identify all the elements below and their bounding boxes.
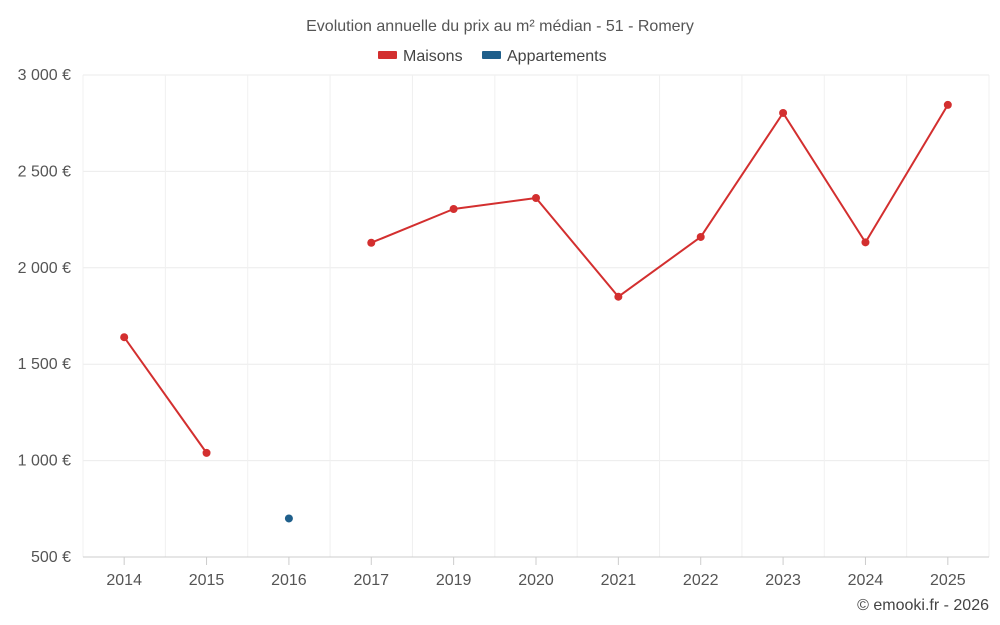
x-tick-label: 2023 <box>765 572 801 589</box>
data-point-maisons[interactable] <box>614 292 623 301</box>
y-tick-label: 3 000 € <box>18 67 71 84</box>
x-tick-label: 2022 <box>683 572 719 589</box>
legend-label-maisons: Maisons <box>403 48 463 65</box>
data-point-maisons[interactable] <box>779 108 788 117</box>
x-tick-label: 2025 <box>930 572 966 589</box>
legend-swatch-maisons <box>378 51 397 59</box>
legend-label-appartements: Appartements <box>507 48 607 65</box>
x-tick-label: 2024 <box>848 572 884 589</box>
axes: 500 € 1 000 € 1 500 € 2 000 € 2 500 € 3 000 €… <box>18 67 989 589</box>
x-tick-label: 2016 <box>271 572 307 589</box>
data-point-maisons[interactable] <box>449 204 458 213</box>
data-point-maisons[interactable] <box>202 448 211 457</box>
legend-item-maisons[interactable]: Maisons <box>378 48 463 65</box>
series <box>120 100 952 523</box>
series-line-maisons <box>123 336 208 454</box>
y-tick-label: 2 000 € <box>18 260 71 277</box>
data-point-maisons[interactable] <box>532 194 540 203</box>
grid <box>82 74 990 558</box>
x-tick-label: 2021 <box>601 572 637 589</box>
data-point-maisons[interactable] <box>367 238 376 247</box>
legend-item-appartements[interactable]: Appartements <box>482 48 607 65</box>
legend: Maisons Appartements <box>378 48 607 65</box>
data-point-maisons[interactable] <box>120 333 129 342</box>
x-tick-label: 2017 <box>353 572 389 589</box>
x-tick-label: 2020 <box>518 572 554 589</box>
data-point-appartements[interactable] <box>284 514 293 523</box>
data-point-maisons[interactable] <box>696 232 705 241</box>
legend-swatch-appartements <box>482 51 501 59</box>
y-tick-label: 500 € <box>31 549 71 566</box>
x-tick-label: 2014 <box>106 572 142 589</box>
y-tick-label: 2 500 € <box>18 163 71 180</box>
series-maisons <box>120 100 952 457</box>
x-tick-label: 2015 <box>189 572 225 589</box>
y-tick-label: 1 000 € <box>18 453 71 470</box>
y-tick-label: 1 500 € <box>18 356 71 373</box>
series-line-maisons <box>370 104 949 298</box>
series-appartements <box>284 514 293 523</box>
chart-title: Evolution annuelle du prix au m² médian … <box>306 18 694 35</box>
data-point-maisons[interactable] <box>861 238 870 247</box>
credit-text: © emooki.fr - 2026 <box>857 597 989 614</box>
data-point-maisons[interactable] <box>943 100 952 109</box>
x-tick-label: 2019 <box>436 572 472 589</box>
